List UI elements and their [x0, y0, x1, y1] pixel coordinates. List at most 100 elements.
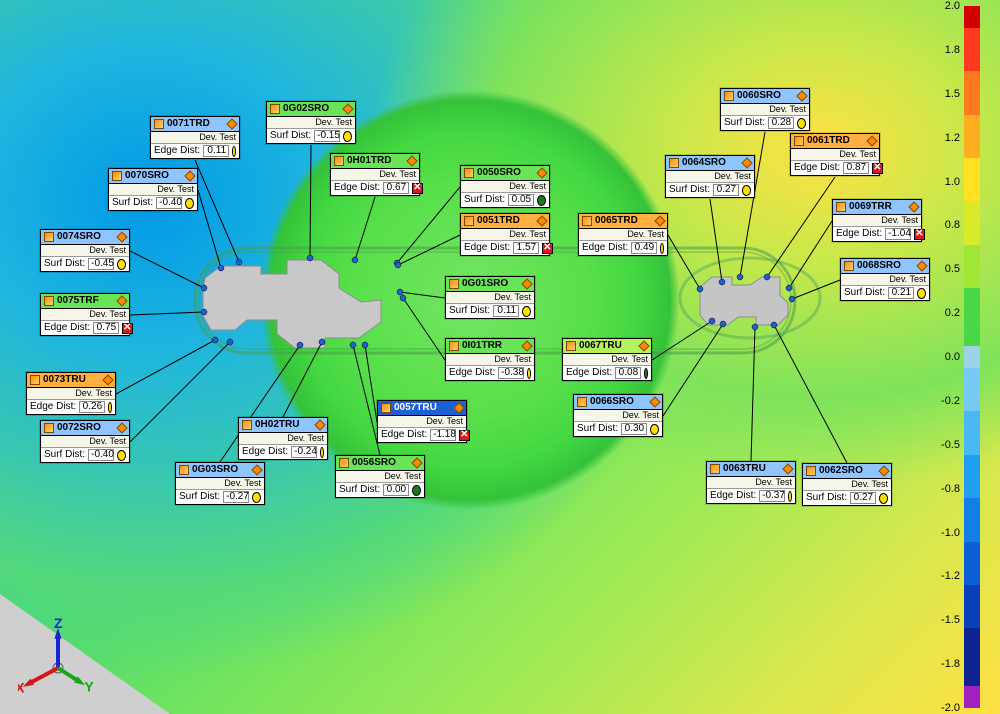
callout-0H02TRU[interactable]: 0H02TRUDev. TestEdge Dist:-0.24 [238, 417, 328, 460]
callout-header[interactable]: 0067TRU [563, 339, 651, 354]
callout-value-row: Edge Dist:-0.37 [707, 489, 795, 503]
callout-header[interactable]: 0056SRO [336, 456, 424, 471]
callout-flag-icon [116, 295, 127, 306]
status-dot-icon [788, 491, 792, 502]
callout-header[interactable]: 0G02SRO [267, 102, 355, 117]
callout-flag-icon [908, 201, 919, 212]
status-dot-icon [108, 402, 112, 413]
metric-value: -0.40 [88, 449, 114, 461]
status-fail-icon: ✕ [459, 430, 469, 441]
callout-header[interactable]: 0074SRO [41, 230, 129, 245]
callout-id: 0060SRO [737, 91, 781, 101]
callout-0063TRU[interactable]: 0063TRUDev. TestEdge Dist:-0.37 [706, 461, 796, 504]
callout-0065TRD[interactable]: 0065TRDDev. TestEdge Dist:0.49 [578, 213, 668, 256]
callout-subheader: Dev. Test [579, 229, 667, 241]
callout-flag-icon [654, 215, 665, 226]
callout-0067TRU[interactable]: 0067TRUDev. TestEdge Dist:0.08 [562, 338, 652, 381]
callout-header[interactable]: 0069TRR [833, 200, 921, 215]
callout-header[interactable]: 0060SRO [721, 89, 809, 104]
callout-value-row: Surf Dist:0.11 [446, 304, 534, 318]
callout-id: 0073TRU [43, 375, 86, 385]
status-dot-icon [252, 492, 261, 503]
metric-label: Edge Dist: [242, 447, 288, 457]
metric-label: Edge Dist: [464, 243, 510, 253]
callout-0060SRO[interactable]: 0060SRODev. TestSurf Dist:0.28 [720, 88, 810, 131]
callout-0069TRR[interactable]: 0069TRRDev. TestEdge Dist:-1.04✕ [832, 199, 922, 242]
callout-header[interactable]: 0066SRO [574, 395, 662, 410]
callout-header[interactable]: 0073TRU [27, 373, 115, 388]
callout-0G01SRO[interactable]: 0G01SRODev. TestSurf Dist:0.11 [445, 276, 535, 319]
metric-label: Surf Dist: [577, 424, 618, 434]
callout-0072SRO[interactable]: 0072SRODev. TestSurf Dist:-0.40 [40, 420, 130, 463]
callout-value-row: Surf Dist:-0.40 [41, 448, 129, 462]
callout-0075TRF[interactable]: 0075TRFDev. TestEdge Dist:0.75✕ [40, 293, 130, 336]
status-fail-icon: ✕ [412, 183, 422, 194]
callout-header[interactable]: 0G01SRO [446, 277, 534, 292]
callout-subheader: Dev. Test [176, 478, 264, 490]
callout-header[interactable]: 0072SRO [41, 421, 129, 436]
callout-value-row: Edge Dist:-1.18✕ [378, 428, 466, 442]
callout-id: 0075TRF [57, 296, 99, 306]
callout-header[interactable]: 0H02TRU [239, 418, 327, 433]
callout-value-row: Edge Dist:0.26 [27, 400, 115, 414]
callout-0H01TRD[interactable]: 0H01TRDDev. TestEdge Dist:0.67✕ [330, 153, 420, 196]
callout-subheader: Dev. Test [41, 309, 129, 321]
callout-0I01TRR[interactable]: 0I01TRRDev. TestEdge Dist:-0.38 [445, 338, 535, 381]
callout-type-icon [710, 464, 720, 474]
callout-header[interactable]: 0064SRO [666, 156, 754, 171]
callout-header[interactable]: 0070SRO [109, 169, 197, 184]
callout-value-row: Edge Dist:1.57✕ [461, 241, 549, 255]
scale-tick: -1.2 [932, 570, 960, 582]
callout-0061TRD[interactable]: 0061TRDDev. TestEdge Dist:0.87✕ [790, 133, 880, 176]
callout-type-icon [794, 136, 804, 146]
callout-0051TRD[interactable]: 0051TRDDev. TestEdge Dist:1.57✕ [460, 213, 550, 256]
metric-value: 0.00 [383, 484, 409, 496]
callout-subheader: Dev. Test [461, 181, 549, 193]
metric-label: Edge Dist: [794, 163, 840, 173]
callout-0064SRO[interactable]: 0064SRODev. TestSurf Dist:0.27 [665, 155, 755, 198]
callout-0066SRO[interactable]: 0066SRODev. TestSurf Dist:0.30 [573, 394, 663, 437]
callout-header[interactable]: 0065TRD [579, 214, 667, 229]
callout-header[interactable]: 0050SRO [461, 166, 549, 181]
callout-header[interactable]: 0075TRF [41, 294, 129, 309]
callout-subheader: Dev. Test [239, 433, 327, 445]
callout-0068SRO[interactable]: 0068SRODev. TestSurf Dist:0.21 [840, 258, 930, 301]
callout-header[interactable]: 0062SRO [803, 464, 891, 479]
callout-id: 0062SRO [819, 466, 863, 476]
metric-label: Edge Dist: [30, 402, 76, 412]
callout-header[interactable]: 0061TRD [791, 134, 879, 149]
callout-value-row: Surf Dist:-0.45 [41, 257, 129, 271]
callout-subheader: Dev. Test [841, 274, 929, 286]
metric-value: -0.24 [291, 446, 317, 458]
callout-flag-icon [226, 118, 237, 129]
callout-value-row: Edge Dist:-0.24 [239, 445, 327, 459]
callout-0056SRO[interactable]: 0056SRODev. TestSurf Dist:0.00 [335, 455, 425, 498]
callout-id: 0069TRR [849, 202, 892, 212]
callout-type-icon [449, 279, 459, 289]
metric-value: -0.40 [156, 197, 182, 209]
callout-0G03SRO[interactable]: 0G03SRODev. TestSurf Dist:-0.27 [175, 462, 265, 505]
callout-0050SRO[interactable]: 0050SRODev. TestSurf Dist:0.05 [460, 165, 550, 208]
callout-value-row: Edge Dist:-0.38 [446, 366, 534, 380]
metric-label: Edge Dist: [582, 243, 628, 253]
callout-subheader: Dev. Test [721, 104, 809, 116]
callout-header[interactable]: 0H01TRD [331, 154, 419, 169]
callout-0057TRU[interactable]: 0057TRUDev. TestEdge Dist:-1.18✕ [377, 400, 467, 443]
callout-0074SRO[interactable]: 0074SRODev. TestSurf Dist:-0.45 [40, 229, 130, 272]
callout-header[interactable]: 0068SRO [841, 259, 929, 274]
callout-0062SRO[interactable]: 0062SRODev. TestSurf Dist:0.27 [802, 463, 892, 506]
callout-header[interactable]: 0071TRD [151, 117, 239, 132]
callout-header[interactable]: 0057TRU [378, 401, 466, 416]
callout-header[interactable]: 0I01TRR [446, 339, 534, 354]
callout-0070SRO[interactable]: 0070SRODev. TestSurf Dist:-0.40 [108, 168, 198, 211]
inspection-viewport[interactable]: 0071TRDDev. TestEdge Dist:0.110070SRODev… [0, 0, 1000, 714]
callout-0G02SRO[interactable]: 0G02SRODev. TestSurf Dist:-0.15 [266, 101, 356, 144]
callout-header[interactable]: 0G03SRO [176, 463, 264, 478]
callout-id: 0I01TRR [462, 341, 502, 351]
callout-0071TRD[interactable]: 0071TRDDev. TestEdge Dist:0.11 [150, 116, 240, 159]
callout-id: 0061TRD [807, 136, 850, 146]
callout-0073TRU[interactable]: 0073TRUDev. TestEdge Dist:0.26 [26, 372, 116, 415]
callout-header[interactable]: 0051TRD [461, 214, 549, 229]
metric-label: Surf Dist: [724, 118, 765, 128]
callout-header[interactable]: 0063TRU [707, 462, 795, 477]
